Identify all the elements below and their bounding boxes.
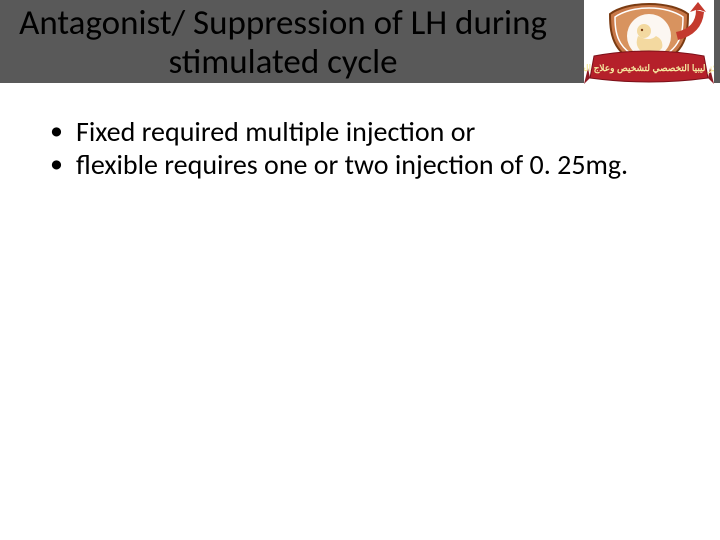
slide-body: Fixed required multiple injection or fle… [46, 115, 666, 181]
list-item: flexible requires one or two injection o… [46, 148, 666, 181]
list-item: Fixed required multiple injection or [46, 115, 666, 148]
logo-badge: مركز ليبيا التخصصي لتشخيص وعلاج العقم [584, 0, 714, 88]
clinic-logo-icon: مركز ليبيا التخصصي لتشخيص وعلاج العقم [584, 0, 714, 88]
title-bar: Antagonist/ Suppression of LH during sti… [0, 0, 720, 83]
svg-text:مركز ليبيا التخصصي لتشخيص وعلا: مركز ليبيا التخصصي لتشخيص وعلاج العقم [584, 63, 714, 74]
slide: Antagonist/ Suppression of LH during sti… [0, 0, 720, 540]
bullet-list: Fixed required multiple injection or fle… [46, 115, 666, 181]
slide-title: Antagonist/ Suppression of LH during sti… [18, 4, 548, 81]
